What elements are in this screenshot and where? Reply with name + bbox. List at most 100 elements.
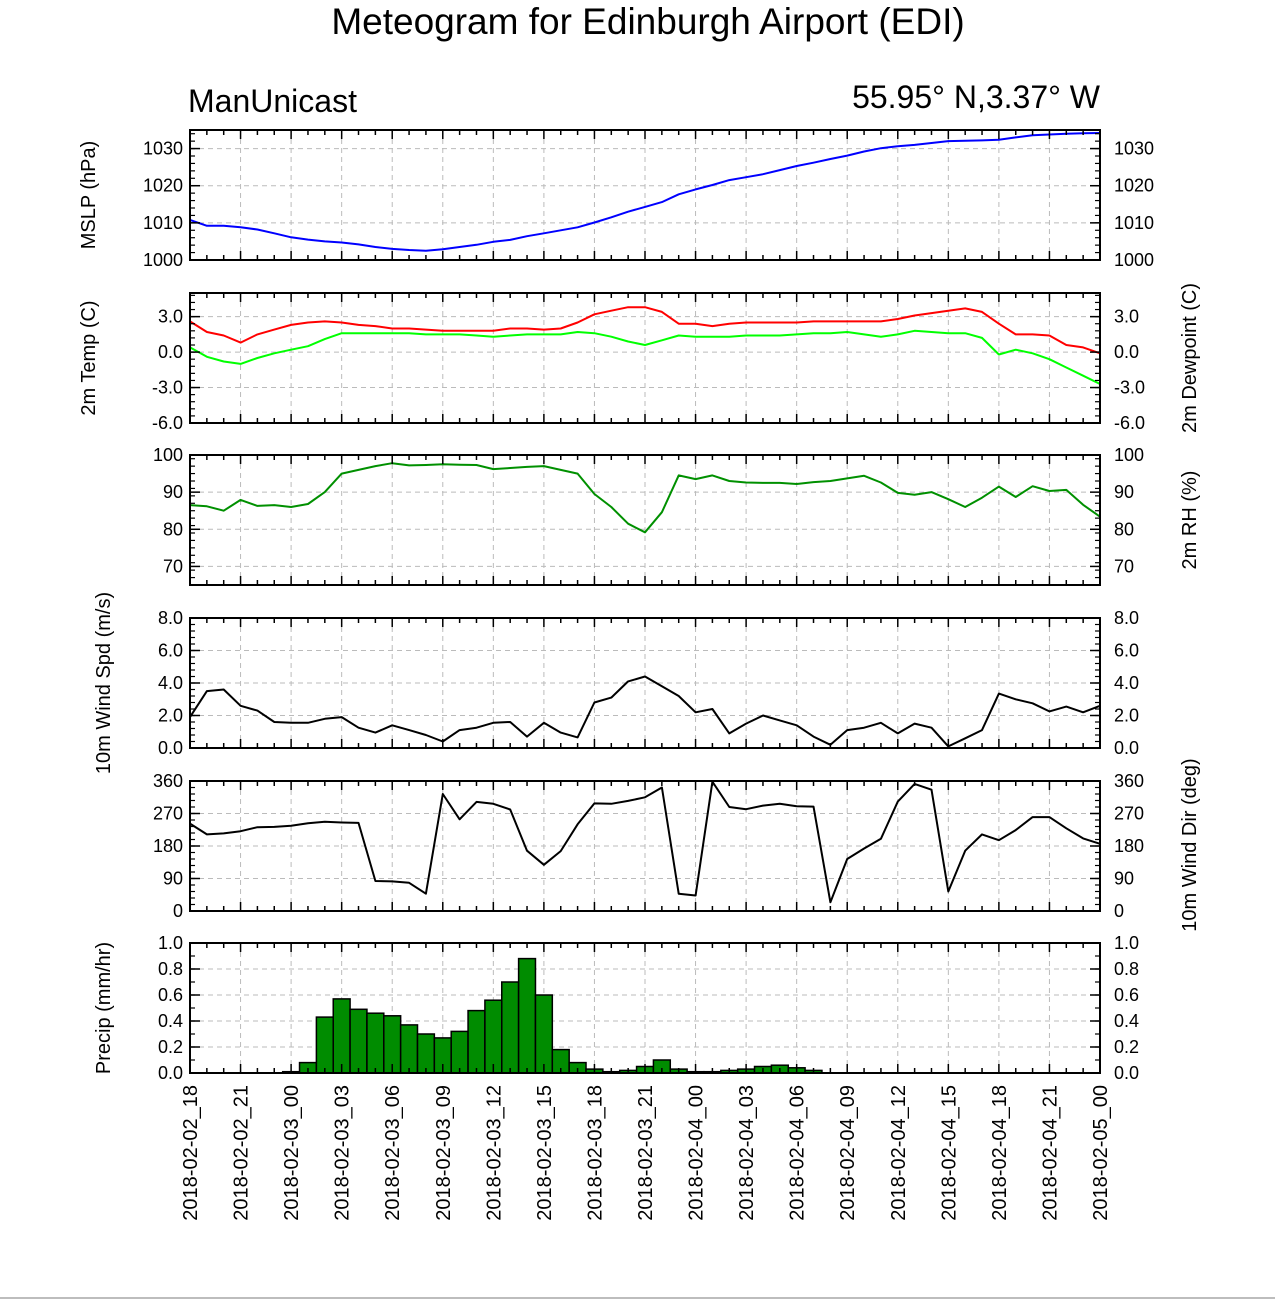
y-axis-title: Precip (mm/hr) bbox=[93, 942, 115, 1074]
y-tick-label-right: 2.0 bbox=[1114, 706, 1139, 726]
y-axis-title-right: 2m Dewpoint (C) bbox=[1179, 283, 1201, 433]
x-tick-label: 2018-02-03_15 bbox=[534, 1085, 556, 1221]
y-tick-label: 6.0 bbox=[158, 641, 183, 661]
y-tick-label: 270 bbox=[153, 804, 183, 824]
series-line-10m-wind-dir bbox=[189, 780, 1101, 904]
y-tick-label: 0.8 bbox=[158, 959, 183, 979]
y-tick-label: 0.0 bbox=[158, 342, 183, 362]
precip-bar bbox=[315, 1016, 334, 1074]
y-axis-title-right: 2m RH (%) bbox=[1179, 471, 1201, 570]
panel-temp: -6.0 -6.0 -3.0 -3.0 0.0 0.0 3.0 3.0 2m Temp (C) 2… bbox=[78, 283, 1201, 433]
time-axis-labels: 2018-02-02_18 2018-02-02_21 2018-02-03_00 2… bbox=[180, 1085, 1112, 1221]
y-tick-label: 2.0 bbox=[158, 706, 183, 726]
y-tick-label-right: 0.8 bbox=[1114, 959, 1139, 979]
y-tick-label-right: 0.2 bbox=[1114, 1037, 1139, 1057]
y-axis-title-right: 10m Wind Dir (deg) bbox=[1179, 758, 1201, 931]
x-tick-label: 2018-02-02_18 bbox=[180, 1085, 202, 1221]
y-tick-label: 1020 bbox=[143, 176, 183, 196]
precip-bar bbox=[349, 1008, 368, 1074]
y-tick-label: 4.0 bbox=[158, 673, 183, 693]
precip-bar bbox=[416, 1033, 436, 1074]
x-tick-label: 2018-02-03_21 bbox=[635, 1085, 657, 1221]
x-tick-label: 2018-02-03_18 bbox=[584, 1085, 606, 1221]
chart-title: Meteogram for Edinburgh Airport (EDI) bbox=[331, 1, 964, 42]
y-tick-label-right: 1010 bbox=[1114, 213, 1154, 233]
y-tick-label-right: 270 bbox=[1114, 804, 1144, 824]
y-axis-title: 2m Temp (C) bbox=[78, 300, 100, 415]
x-tick-label: 2018-02-04_09 bbox=[837, 1085, 859, 1221]
x-tick-label: 2018-02-05_00 bbox=[1090, 1085, 1112, 1221]
y-tick-label: 360 bbox=[153, 771, 183, 791]
y-tick-label-right: 70 bbox=[1114, 556, 1134, 576]
series-line-2m-dewpoint bbox=[189, 329, 1101, 385]
y-tick-label-right: -6.0 bbox=[1114, 413, 1145, 433]
y-tick-label: -6.0 bbox=[152, 413, 183, 433]
panel-wind_dir: 0 0 90 90 180 180 270 270 360 360 10m Wind Dir (de… bbox=[153, 758, 1201, 931]
x-tick-label: 2018-02-04_06 bbox=[787, 1085, 809, 1221]
precip-bar bbox=[450, 1030, 469, 1074]
y-tick-label-right: 80 bbox=[1114, 519, 1134, 539]
x-tick-label: 2018-02-03_09 bbox=[433, 1085, 455, 1221]
precip-bar bbox=[366, 1012, 385, 1074]
bottom-divider bbox=[0, 1297, 1275, 1299]
y-tick-label: 180 bbox=[153, 836, 183, 856]
panel-rh: 70 70 80 80 90 90 100 100 2m RH (%) bbox=[153, 445, 1201, 586]
y-tick-label-right: 90 bbox=[1114, 869, 1134, 889]
y-tick-label: 0.2 bbox=[158, 1037, 183, 1057]
precip-bar bbox=[484, 999, 503, 1074]
y-tick-label-right: 3.0 bbox=[1114, 307, 1139, 327]
y-tick-label-right: 90 bbox=[1114, 482, 1134, 502]
y-tick-label-right: 1.0 bbox=[1114, 933, 1139, 953]
y-tick-label: 80 bbox=[163, 519, 183, 539]
y-tick-label-right: 1030 bbox=[1114, 139, 1154, 159]
y-tick-label-right: 0.6 bbox=[1114, 985, 1139, 1005]
series-line-2m-rh bbox=[189, 462, 1101, 534]
y-tick-label-right: 0 bbox=[1114, 901, 1124, 921]
y-axis-title: 10m Wind Spd (m/s) bbox=[93, 592, 115, 774]
y-tick-label-right: 0.0 bbox=[1114, 738, 1139, 758]
y-tick-label: 90 bbox=[163, 869, 183, 889]
x-tick-label: 2018-02-03_06 bbox=[382, 1085, 404, 1221]
y-tick-label: 0.4 bbox=[158, 1011, 183, 1031]
precip-bar bbox=[517, 957, 537, 1074]
y-tick-label-right: 1020 bbox=[1114, 176, 1154, 196]
y-tick-label: 1030 bbox=[143, 139, 183, 159]
y-tick-label-right: 8.0 bbox=[1114, 608, 1139, 628]
y-tick-label-right: 100 bbox=[1114, 445, 1144, 465]
y-tick-label-right: -3.0 bbox=[1114, 378, 1145, 398]
precip-bar bbox=[399, 1024, 419, 1074]
y-tick-label: 1010 bbox=[143, 213, 183, 233]
x-tick-label: 2018-02-04_03 bbox=[736, 1085, 758, 1221]
y-tick-label: 0 bbox=[173, 901, 183, 921]
panel-mslp: 1000 1000 1010 1010 1020 1020 1030 1030 MSLP (hP… bbox=[78, 129, 1154, 270]
y-tick-label: 70 bbox=[163, 556, 183, 576]
x-tick-label: 2018-02-03_12 bbox=[483, 1085, 505, 1221]
y-tick-label: 8.0 bbox=[158, 608, 183, 628]
y-tick-label: 1000 bbox=[143, 250, 183, 270]
x-tick-label: 2018-02-04_00 bbox=[686, 1085, 708, 1221]
x-tick-label: 2018-02-04_15 bbox=[938, 1085, 960, 1221]
precip-bar bbox=[534, 994, 554, 1074]
panel-wind_speed: 0.0 0.0 2.0 2.0 4.0 4.0 6.0 6.0 8.0 8.0 10m Wind S… bbox=[93, 592, 1139, 774]
y-tick-label-right: 360 bbox=[1114, 771, 1144, 791]
y-tick-label: 0.6 bbox=[158, 985, 183, 1005]
precip-bar bbox=[332, 998, 351, 1074]
y-tick-label-right: 0.0 bbox=[1114, 342, 1139, 362]
y-axis-title: MSLP (hPa) bbox=[78, 141, 100, 250]
y-tick-label-right: 0.4 bbox=[1114, 1011, 1139, 1031]
x-tick-label: 2018-02-04_12 bbox=[888, 1085, 910, 1221]
panel-precip: 0.0 0.0 0.2 0.2 0.4 0.4 0.6 0.6 0.8 0.8 1.0 1.0 Prec… bbox=[93, 933, 1139, 1083]
y-tick-label-right: 180 bbox=[1114, 836, 1144, 856]
x-tick-label: 2018-02-03_00 bbox=[281, 1085, 303, 1221]
y-tick-label-right: 0.0 bbox=[1114, 1063, 1139, 1083]
y-tick-label-right: 1000 bbox=[1114, 250, 1154, 270]
x-tick-label: 2018-02-02_21 bbox=[231, 1085, 253, 1221]
precip-bar bbox=[467, 1009, 486, 1074]
y-tick-label-right: 6.0 bbox=[1114, 641, 1139, 661]
y-tick-label: -3.0 bbox=[152, 378, 183, 398]
series-line-2m-temp bbox=[189, 306, 1101, 355]
y-tick-label-right: 4.0 bbox=[1114, 673, 1139, 693]
series-line-mslp bbox=[189, 132, 1101, 252]
